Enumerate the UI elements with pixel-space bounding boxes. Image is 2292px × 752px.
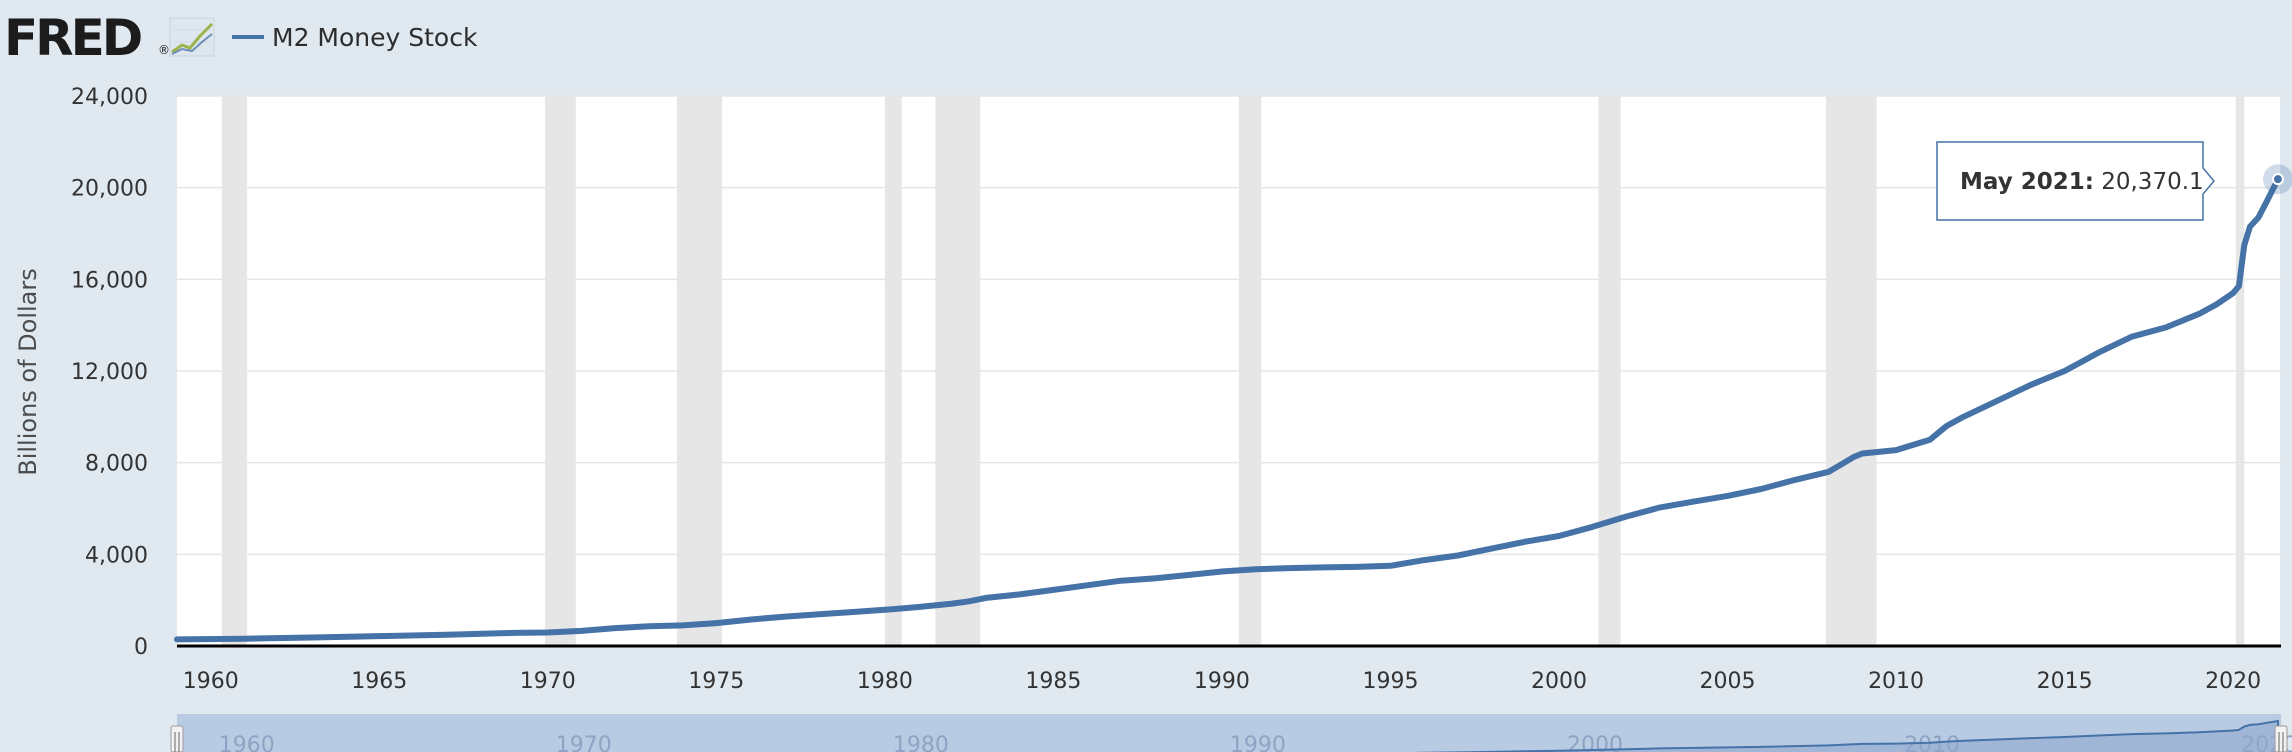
tooltip-box [1936, 141, 2215, 221]
y-tick-label: 20,000 [71, 177, 148, 202]
navigator[interactable]: 1960197019801990200020102020 [170, 714, 2292, 752]
brand-text: FRED [4, 9, 141, 67]
y-axis-title: Billions of Dollars [14, 268, 42, 476]
y-tick-label: 16,000 [71, 268, 148, 293]
registered-mark: ® [158, 43, 170, 57]
y-axis-ticks: 0 4,000 8,000 12,000 16,000 20,000 24,000 [71, 85, 148, 660]
navigator-left-handle[interactable] [170, 725, 184, 752]
legend[interactable]: M2 Money Stock [232, 23, 478, 52]
y-tick-label: 12,000 [71, 360, 148, 385]
tooltip-value: 20,370.1 [2101, 169, 2203, 195]
navigator-right-handle[interactable] [2274, 725, 2288, 752]
x-tick-label: 1960 [183, 669, 239, 694]
x-tick-label: 1995 [1362, 669, 1418, 694]
x-tick-label: 1990 [1194, 669, 1250, 694]
x-tick-label: 1985 [1025, 669, 1081, 694]
x-tick-label: 1980 [857, 669, 913, 694]
navigator-label: 1990 [1230, 733, 1286, 752]
navigator-label: 1980 [893, 733, 949, 752]
navigator-label: 1960 [219, 733, 275, 752]
y-tick-label: 24,000 [71, 85, 148, 110]
y-tick-label: 4,000 [85, 543, 148, 568]
hover-point[interactable] [2271, 173, 2284, 186]
y-tick-label: 8,000 [85, 452, 148, 477]
navigator-series-area [1410, 719, 2279, 752]
tooltip: May 2021: 20,370.1 [1936, 141, 2215, 221]
x-tick-label: 2015 [2037, 669, 2093, 694]
series-line-m2[interactable] [174, 176, 2281, 643]
series-layer [174, 176, 2281, 643]
x-tick-label: 1975 [688, 669, 744, 694]
chart-line-icon [169, 17, 215, 57]
navigator-series [1410, 719, 2279, 752]
fred-logo[interactable]: FRED ® [4, 9, 215, 67]
x-axis-ticks: 1960 1965 1970 1975 1980 1985 1990 1995 2000 2005… [183, 669, 2261, 694]
x-tick-label: 2000 [1531, 669, 1587, 694]
legend-label: M2 Money Stock [272, 23, 478, 52]
x-tick-label: 1965 [351, 669, 407, 694]
navigator-label: 1970 [556, 733, 612, 752]
navigator-label: 2000 [1567, 733, 1623, 752]
tooltip-label: May 2021: [1960, 169, 2094, 195]
x-tick-label: 2020 [2205, 669, 2261, 694]
x-tick-label: 1970 [520, 669, 576, 694]
x-tick-label: 2010 [1868, 669, 1924, 694]
hover-point-marker [2262, 164, 2292, 195]
y-tick-label: 0 [134, 635, 148, 660]
gridlines [177, 95, 2281, 556]
x-tick-label: 2005 [1700, 669, 1756, 694]
tooltip-text: May 2021: 20,370.1 [1960, 169, 2204, 195]
